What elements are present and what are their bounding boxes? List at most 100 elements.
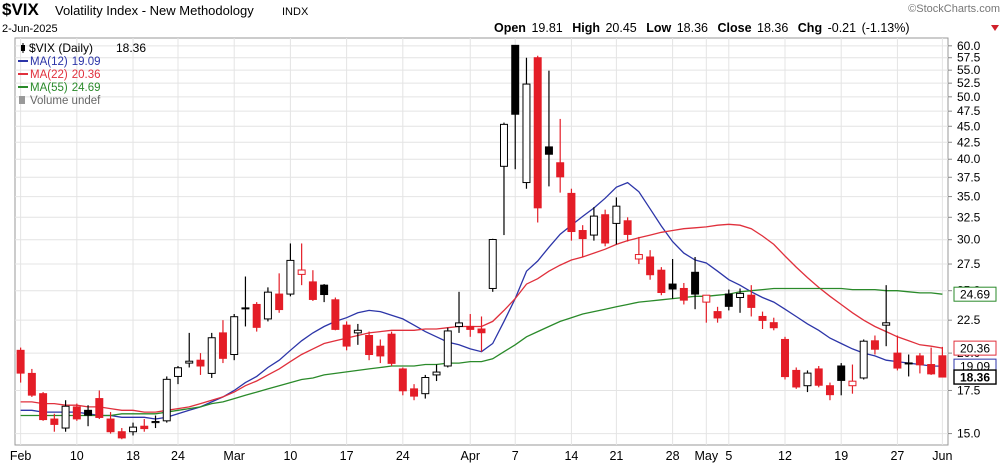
- candle-body: [39, 393, 48, 421]
- candle-body: [657, 269, 666, 293]
- candle-body: [241, 307, 250, 310]
- legend-value: 20.36: [72, 69, 101, 81]
- candle-body: [499, 123, 508, 167]
- candle-body: [848, 380, 857, 387]
- y-tick-label: 32.5: [957, 210, 981, 224]
- candle-body: [376, 345, 385, 357]
- legend-label: MA(22) 20.36: [30, 69, 100, 81]
- candle-body: [432, 371, 441, 376]
- y-tick-label: 50.0: [957, 90, 981, 104]
- candle-body: [230, 316, 239, 356]
- candle-body: [477, 328, 486, 334]
- candle-body: [837, 365, 846, 381]
- candle-body: [455, 322, 464, 327]
- y-tick-label: 45.0: [957, 119, 981, 133]
- candle-body: [601, 214, 610, 244]
- candle-body: [488, 239, 497, 289]
- value-tag: 20.36: [960, 342, 990, 356]
- y-tick-label: 22.5: [957, 313, 981, 327]
- x-tick-label: 19: [834, 449, 848, 463]
- legend-name: MA(55): [30, 82, 68, 94]
- legend-label: MA(55) 24.69: [30, 82, 100, 94]
- candle-body: [275, 293, 284, 311]
- y-tick-label: 15.0: [957, 427, 981, 441]
- candle-body: [185, 360, 194, 364]
- candle-body: [61, 405, 70, 429]
- legend-value: 18.36: [116, 41, 146, 55]
- candle-body: [702, 294, 711, 303]
- y-tick-label: 57.5: [957, 51, 981, 65]
- quote-value: 20.45: [605, 21, 636, 35]
- candle-body: [140, 425, 149, 430]
- candle-body: [522, 83, 531, 184]
- candle-body: [162, 378, 171, 422]
- candle-body: [398, 368, 407, 392]
- x-tick-label: 12: [778, 449, 792, 463]
- candle-body: [331, 299, 340, 330]
- candle-body: [342, 324, 351, 347]
- candle-body: [668, 283, 677, 290]
- candle-body: [106, 418, 115, 433]
- candle-body: [556, 162, 565, 178]
- candle-body: [387, 333, 396, 364]
- legend-name: MA(22): [30, 69, 68, 81]
- quote-label: Open: [494, 21, 526, 35]
- quote-change: -0.21: [828, 21, 857, 35]
- quote-label: High: [572, 21, 600, 35]
- x-tick-label: 28: [666, 449, 680, 463]
- chart-date: 2-Jun-2025: [2, 23, 58, 35]
- x-tick-label: May: [695, 449, 719, 463]
- value-tag: 18.36: [960, 371, 990, 385]
- candle-body: [308, 281, 317, 300]
- candle-body: [174, 367, 182, 377]
- x-tick-label: Apr: [461, 449, 480, 463]
- candle-body: [533, 57, 542, 209]
- x-tick-label: Feb: [10, 449, 32, 463]
- candle-body: [252, 303, 261, 328]
- legend-label: MA(12) 19.09: [30, 56, 100, 68]
- candle-body: [443, 330, 452, 367]
- candle-body: [466, 325, 475, 330]
- y-tick-label: 42.5: [957, 135, 981, 149]
- candle-body: [207, 337, 216, 374]
- candle-body: [72, 406, 81, 420]
- candle-body: [320, 284, 329, 296]
- candle-body: [691, 271, 700, 295]
- source: ©StockCharts.com: [908, 3, 1000, 15]
- candle-body: [893, 352, 902, 369]
- candle-body: [927, 364, 936, 375]
- ma-line: [20, 287, 943, 417]
- quote-change-pct: (-1.13%): [862, 21, 910, 35]
- candle-body: [825, 385, 834, 396]
- exchange: INDX: [282, 6, 309, 18]
- candle-body: [781, 338, 789, 378]
- quote: Open 19.81 High 20.45 Low 18.36 Close 18…: [494, 21, 910, 35]
- candle-body: [567, 192, 576, 233]
- legend-value: 19.09: [72, 56, 101, 68]
- candle-body: [623, 220, 632, 235]
- candle-body: [612, 205, 621, 224]
- quote-value: 18.36: [757, 21, 788, 35]
- candle-body: [95, 398, 104, 418]
- x-tick-label: Jun: [932, 449, 952, 463]
- candle-body: [882, 322, 891, 326]
- x-tick-label: Mar: [223, 449, 245, 463]
- down-arrow: [991, 25, 999, 31]
- legend-icon: [21, 43, 25, 53]
- y-tick-label: 17.5: [957, 383, 981, 397]
- candle-body: [50, 418, 59, 425]
- candle-body: [747, 294, 756, 308]
- candle-body: [915, 355, 924, 366]
- candle-body: [578, 230, 587, 240]
- x-tick-label: 27: [890, 449, 904, 463]
- symbol: $VIX: [2, 0, 40, 19]
- y-tick-label: 27.5: [957, 257, 981, 271]
- candle-body: [218, 332, 227, 359]
- y-tick-label: 30.0: [957, 233, 981, 247]
- candle-body: [769, 322, 778, 329]
- quote-label: Close: [717, 21, 751, 35]
- legend-swatch: [19, 96, 25, 104]
- candle-body: [421, 377, 430, 395]
- candle-body: [589, 215, 598, 236]
